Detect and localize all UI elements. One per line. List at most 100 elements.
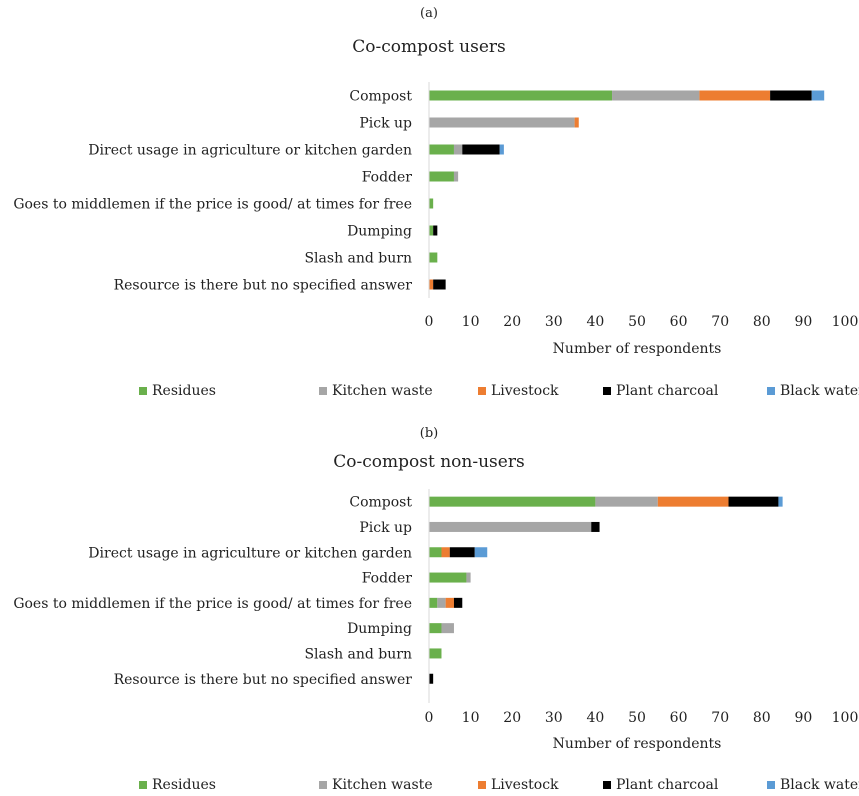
legend-swatch xyxy=(139,387,147,395)
bar-segment-kitchen-waste xyxy=(466,572,471,583)
x-tick-label: 70 xyxy=(711,314,729,330)
bar-segment-plant-charcoal xyxy=(453,597,463,608)
chart-panel-a: (a) Co-compost users Number of responden… xyxy=(13,6,859,399)
x-tick-label: 40 xyxy=(586,314,604,330)
bar-segment-livestock xyxy=(699,90,771,101)
bar-segment-kitchen-waste xyxy=(429,521,592,532)
x-tick-label: 10 xyxy=(462,314,480,330)
legend-swatch xyxy=(319,781,327,789)
chart-panel-b: (b) Co-compost non-users Number of respo… xyxy=(13,426,859,793)
x-tick-label: 70 xyxy=(711,710,729,726)
bar-segment-residues xyxy=(429,90,613,101)
bar-segment-livestock xyxy=(574,117,579,128)
x-tick-label: 30 xyxy=(545,314,563,330)
legend-label: Residues xyxy=(152,383,216,399)
bar-segment-kitchen-waste xyxy=(595,496,658,507)
x-tick-label: 90 xyxy=(794,314,812,330)
x-tick-label: 20 xyxy=(503,314,521,330)
category-label: Resource is there but no specified answe… xyxy=(114,672,413,688)
category-label: Pick up xyxy=(359,116,412,132)
bar-segment-livestock xyxy=(429,279,434,290)
x-tick-label: 100 xyxy=(832,710,859,726)
bar-segment-residues xyxy=(429,547,442,558)
x-axis-label: Number of respondents xyxy=(553,736,722,752)
legend-label: Black water xyxy=(780,383,859,399)
x-tick-label: 80 xyxy=(753,710,771,726)
legend-swatch xyxy=(478,387,486,395)
bars-group xyxy=(429,496,783,684)
bar-segment-residues xyxy=(429,597,438,608)
bar-segment-livestock xyxy=(445,597,454,608)
bar-segment-residues xyxy=(429,171,454,182)
category-labels: Compost Pick up Direct usage in agricultur… xyxy=(13,89,412,294)
x-tick-label: 100 xyxy=(832,314,859,330)
x-tick-label: 80 xyxy=(753,314,771,330)
bar-segment-kitchen-waste xyxy=(453,144,463,155)
category-label: Compost xyxy=(349,89,412,105)
category-label: Fodder xyxy=(362,571,413,587)
panel-label: (a) xyxy=(420,6,438,21)
legend-swatch xyxy=(319,387,327,395)
x-tick-label: 10 xyxy=(462,710,480,726)
bar-segment-plant-charcoal xyxy=(433,225,438,236)
bar-segment-black-water xyxy=(474,547,488,558)
legend-label: Kitchen waste xyxy=(332,383,433,399)
bars-group xyxy=(429,90,825,290)
chart-title: Co-compost non-users xyxy=(333,452,524,472)
bar-segment-livestock xyxy=(441,547,450,558)
bar-segment-kitchen-waste xyxy=(453,171,459,182)
bar-segment-plant-charcoal xyxy=(462,144,500,155)
bar-segment-kitchen-waste xyxy=(437,597,446,608)
bar-segment-plant-charcoal xyxy=(433,279,446,290)
category-label: Slash and burn xyxy=(304,646,412,662)
legend-swatch xyxy=(767,387,775,395)
legend-label: Plant charcoal xyxy=(616,777,719,793)
legend-label: Residues xyxy=(152,777,216,793)
category-label: Pick up xyxy=(359,520,412,536)
legend-swatch xyxy=(603,781,611,789)
legend-swatch xyxy=(139,781,147,789)
category-labels: Compost Pick up Direct usage in agricultur… xyxy=(13,495,412,688)
legend: Residues Kitchen waste Livestock Plant char… xyxy=(139,383,859,399)
bar-segment-black-water xyxy=(499,144,504,155)
bar-segment-plant-charcoal xyxy=(728,496,779,507)
x-tick-label: 30 xyxy=(545,710,563,726)
category-label: Goes to middlemen if the price is good/ … xyxy=(13,197,412,213)
category-label: Direct usage in agriculture or kitchen g… xyxy=(88,545,412,561)
bar-segment-residues xyxy=(429,198,434,209)
bar-segment-plant-charcoal xyxy=(770,90,812,101)
category-label: Direct usage in agriculture or kitchen g… xyxy=(88,143,412,159)
x-tick-label: 0 xyxy=(425,314,434,330)
category-label: Slash and burn xyxy=(304,251,412,267)
bar-segment-kitchen-waste xyxy=(441,623,454,634)
x-tick-label: 90 xyxy=(794,710,812,726)
category-label: Goes to middlemen if the price is good/ … xyxy=(13,596,412,612)
legend-label: Kitchen waste xyxy=(332,777,433,793)
x-tick-label: 0 xyxy=(425,710,434,726)
legend-label: Livestock xyxy=(491,383,559,399)
category-label: Fodder xyxy=(362,170,413,186)
bar-segment-residues xyxy=(429,496,596,507)
x-tick-label: 50 xyxy=(628,710,646,726)
bar-segment-kitchen-waste xyxy=(612,90,700,101)
x-tick-label: 20 xyxy=(503,710,521,726)
category-label: Dumping xyxy=(347,224,412,240)
x-tick-label: 60 xyxy=(670,710,688,726)
legend-label: Plant charcoal xyxy=(616,383,719,399)
bar-segment-black-water xyxy=(811,90,825,101)
x-tick-label: 60 xyxy=(670,314,688,330)
chart-title: Co-compost users xyxy=(352,37,506,57)
bar-segment-residues xyxy=(429,623,442,634)
bar-segment-residues xyxy=(429,144,454,155)
legend: Residues Kitchen waste Livestock Plant char… xyxy=(139,777,859,793)
panel-label: (b) xyxy=(420,426,438,441)
bar-segment-plant-charcoal xyxy=(429,673,434,684)
bar-segment-plant-charcoal xyxy=(449,547,475,558)
bar-segment-livestock xyxy=(657,496,729,507)
bar-segment-residues xyxy=(429,572,467,583)
category-label: Resource is there but no specified answe… xyxy=(114,278,413,294)
legend-swatch xyxy=(478,781,486,789)
legend-swatch xyxy=(603,387,611,395)
legend-label: Livestock xyxy=(491,777,559,793)
x-tick-label: 40 xyxy=(586,710,604,726)
